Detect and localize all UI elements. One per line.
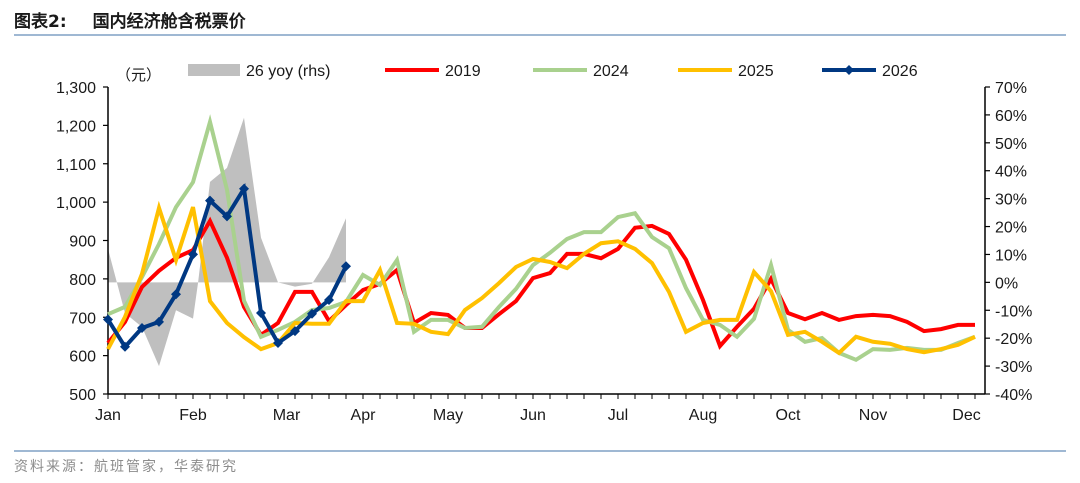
legend-item-2024: 2024	[533, 63, 629, 80]
x-tick-label: Aug	[689, 407, 717, 424]
right-y-tick-label: 40%	[995, 164, 1027, 181]
legend-item-2026: 2026	[822, 63, 918, 80]
right-y-tick-label: -20%	[995, 331, 1032, 348]
legend-item-2019: 2019	[385, 63, 481, 80]
legend-label: 2019	[445, 63, 481, 80]
left-y-tick-label: 1,200	[56, 118, 96, 135]
x-tick-label: Feb	[179, 407, 207, 424]
left-y-tick-label: 800	[69, 272, 96, 289]
yoy-area-layer	[108, 117, 346, 367]
data-point-2026	[222, 211, 232, 222]
data-point-2026	[256, 308, 266, 319]
data-point-2026	[103, 314, 113, 325]
right-y-tick-label: 30%	[995, 192, 1027, 209]
right-y-tick-label: 0%	[995, 275, 1018, 292]
right-y-tick-label: 20%	[995, 220, 1027, 237]
legend-item-26-yoy-rhs-: 26 yoy (rhs)	[188, 63, 330, 80]
legend: 26 yoy (rhs) 2019 2024 2025 2026	[188, 63, 918, 80]
data-point-2026	[205, 195, 215, 206]
right-y-tick-label: 60%	[995, 108, 1027, 125]
data-point-2026	[324, 294, 334, 305]
left-y-tick-label: 1,100	[56, 157, 96, 174]
left-y-tick-label: 1,000	[56, 195, 96, 212]
x-tick-label: Nov	[859, 407, 887, 424]
data-point-2026	[120, 341, 130, 352]
figure-title-text: 国内经济舱含税票价	[92, 11, 246, 32]
y-axis-unit-label: （元）	[116, 66, 161, 84]
left-y-tick-label: 500	[69, 387, 96, 404]
legend-swatch-area	[188, 64, 240, 76]
left-y-tick-label: 900	[69, 234, 96, 251]
x-tick-label: Apr	[351, 407, 377, 424]
figure-label: 图表2:	[14, 11, 67, 32]
data-point-2026	[171, 289, 181, 300]
x-tick-label: Oct	[776, 407, 801, 424]
source-note: 资料来源：航班管家，华泰研究	[14, 459, 238, 475]
x-tick-label: Jan	[95, 407, 121, 424]
data-point-2026	[290, 326, 300, 337]
data-point-2026	[341, 261, 351, 272]
left-y-tick-label: 1,300	[56, 80, 96, 97]
legend-swatch-marker	[844, 65, 854, 75]
x-tick-label: Dec	[952, 407, 980, 424]
right-y-tick-label: 70%	[995, 80, 1027, 97]
left-y-tick-label: 700	[69, 310, 96, 327]
right-y-tick-label: -40%	[995, 387, 1032, 404]
x-tick-label: Mar	[273, 407, 301, 424]
x-tick-label: May	[433, 407, 463, 424]
axes-layer: 500 600 700 800 900 1,000 1,100 1,200 1,300 -40% -…	[56, 66, 1032, 424]
right-y-tick-label: -30%	[995, 359, 1032, 376]
legend-item-2025: 2025	[678, 63, 774, 80]
legend-label: 26 yoy (rhs)	[246, 63, 330, 80]
figure-title: 图表2: 国内经济舱含税票价	[14, 6, 246, 32]
series-2026	[103, 182, 351, 352]
yoy-area	[108, 117, 346, 367]
data-point-2026	[154, 316, 164, 327]
title-divider	[14, 34, 1066, 36]
right-y-tick-label: 10%	[995, 247, 1027, 264]
x-tick-label: Jun	[520, 407, 546, 424]
right-y-tick-label: 50%	[995, 136, 1027, 153]
x-tick-label: Jul	[608, 407, 628, 424]
legend-label: 2026	[882, 63, 918, 80]
line-chart: 500 600 700 800 900 1,000 1,100 1,200 1,300 -40% -…	[56, 63, 1032, 424]
series-line-2025	[106, 200, 976, 356]
data-point-2026	[188, 249, 198, 260]
series-2025	[106, 200, 976, 356]
legend-label: 2024	[593, 63, 629, 80]
data-point-2026	[239, 183, 249, 194]
data-point-2026	[273, 337, 283, 348]
source-divider	[14, 450, 1066, 452]
data-point-2026	[307, 308, 317, 319]
series-layer	[103, 114, 976, 363]
data-point-2026	[137, 322, 147, 333]
left-y-tick-label: 600	[69, 349, 96, 366]
legend-label: 2025	[738, 63, 774, 80]
right-y-tick-label: -10%	[995, 303, 1032, 320]
